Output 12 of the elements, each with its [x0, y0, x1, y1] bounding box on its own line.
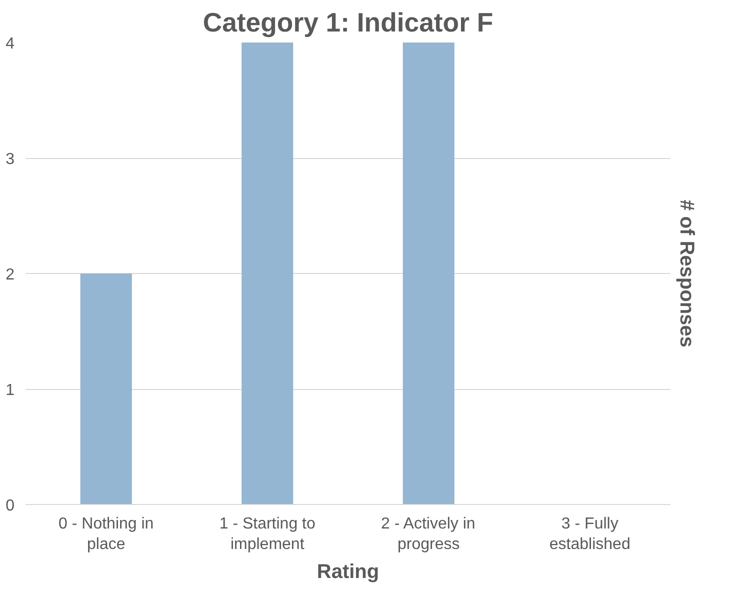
x-tick-label: 2 - Actively in progress [381, 516, 476, 553]
x-tick-label: 3 - Fully established [549, 516, 630, 553]
y-tick-label: 2 [6, 266, 15, 284]
chart-title: Category 1: Indicator F [202, 8, 494, 38]
y-tick-label: 0 [6, 498, 15, 514]
y-tick-label: 4 [6, 36, 15, 52]
y-tick-label: 1 [6, 382, 15, 399]
x-tick-label: 0 - Nothing in place [58, 516, 154, 553]
y-axis-title: # of Responses [676, 200, 698, 348]
y-tick-label: 3 [6, 151, 15, 168]
x-tick-label: 1 - Starting to implement [219, 516, 316, 553]
x-axis-title: Rating [316, 560, 380, 583]
